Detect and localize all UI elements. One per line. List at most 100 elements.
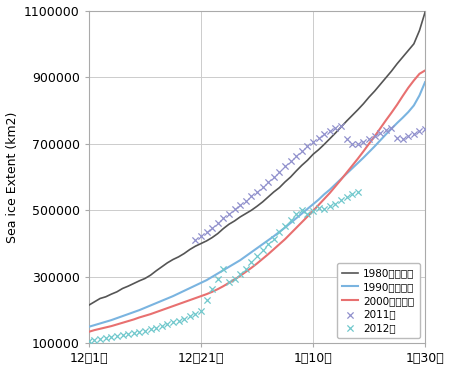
2012年: [298, 207, 306, 213]
2011年: [253, 189, 261, 195]
Line: 1990年代平均: 1990年代平均: [89, 82, 425, 327]
2012年: [270, 236, 277, 242]
2012年: [130, 330, 137, 336]
2011年: [287, 158, 294, 164]
2012年: [287, 217, 294, 223]
1990年代平均: [266, 238, 271, 243]
2012年: [281, 223, 288, 229]
2012年: [147, 326, 154, 332]
2012年: [86, 338, 93, 344]
2011年: [388, 125, 395, 131]
2012年: [192, 311, 199, 317]
2012年: [237, 271, 244, 277]
2011年: [338, 124, 345, 129]
2011年: [349, 141, 356, 147]
2011年: [416, 128, 423, 134]
2011年: [304, 143, 311, 149]
1980年代平均: [153, 269, 159, 273]
2000年代平均: [266, 252, 271, 256]
Y-axis label: Sea ice Extent (km2): Sea ice Extent (km2): [5, 111, 18, 243]
2011年: [225, 211, 233, 217]
1990年代平均: [204, 278, 209, 282]
2000年代平均: [86, 329, 92, 334]
2012年: [158, 323, 165, 329]
2000年代平均: [378, 126, 383, 131]
2012年: [265, 241, 272, 247]
2012年: [310, 208, 317, 214]
2012年: [338, 197, 345, 203]
2011年: [360, 139, 367, 145]
2012年: [349, 191, 356, 197]
2011年: [265, 179, 272, 185]
2011年: [422, 126, 429, 132]
2012年: [136, 329, 143, 335]
2011年: [276, 169, 283, 175]
2011年: [332, 125, 339, 131]
2012年: [113, 334, 121, 339]
2011年: [310, 139, 317, 145]
2011年: [231, 206, 238, 212]
2012年: [186, 313, 194, 319]
1990年代平均: [86, 325, 92, 329]
2011年: [220, 215, 227, 221]
2011年: [410, 131, 418, 137]
2012年: [326, 203, 333, 209]
1980年代平均: [204, 239, 209, 243]
1990年代平均: [288, 221, 293, 225]
2012年: [164, 322, 171, 328]
2011年: [237, 202, 244, 208]
2000年代平均: [165, 306, 170, 311]
1990年代平均: [153, 301, 159, 305]
2011年: [326, 128, 333, 134]
1980年代平均: [288, 175, 293, 179]
2012年: [248, 259, 255, 265]
2011年: [343, 136, 350, 142]
2012年: [214, 276, 221, 282]
2012年: [175, 318, 182, 324]
2012年: [253, 253, 261, 259]
2012年: [153, 325, 160, 331]
2011年: [382, 127, 389, 133]
1990年代平均: [423, 80, 428, 84]
Line: 1980年代平均: 1980年代平均: [89, 12, 425, 305]
2011年: [371, 133, 378, 139]
2012年: [315, 205, 322, 211]
2012年: [180, 316, 188, 322]
2011年: [248, 193, 255, 199]
2011年: [208, 224, 216, 230]
2011年: [393, 135, 400, 141]
1980年代平均: [86, 303, 92, 307]
2012年: [220, 266, 227, 272]
1980年代平均: [165, 261, 170, 265]
2012年: [91, 337, 98, 343]
2012年: [225, 279, 233, 285]
2012年: [108, 335, 115, 341]
2000年代平均: [153, 310, 159, 314]
2011年: [298, 148, 306, 154]
1990年代平均: [378, 138, 383, 142]
2012年: [198, 309, 205, 315]
2012年: [259, 247, 266, 253]
2012年: [276, 229, 283, 235]
2000年代平均: [288, 232, 293, 236]
2012年: [242, 266, 249, 272]
2012年: [96, 336, 104, 342]
2012年: [125, 331, 132, 337]
2011年: [259, 184, 266, 190]
2012年: [231, 276, 238, 282]
2000年代平均: [423, 68, 428, 73]
2012年: [354, 189, 361, 195]
2012年: [169, 319, 176, 325]
2011年: [405, 134, 412, 139]
1990年代平均: [165, 296, 170, 301]
2011年: [242, 198, 249, 204]
2012年: [320, 206, 328, 211]
2012年: [203, 297, 210, 303]
2000年代平均: [204, 292, 209, 296]
2011年: [315, 135, 322, 141]
1980年代平均: [423, 10, 428, 14]
1980年代平均: [266, 195, 271, 199]
2012年: [208, 286, 216, 292]
2011年: [203, 229, 210, 235]
2011年: [399, 136, 406, 142]
